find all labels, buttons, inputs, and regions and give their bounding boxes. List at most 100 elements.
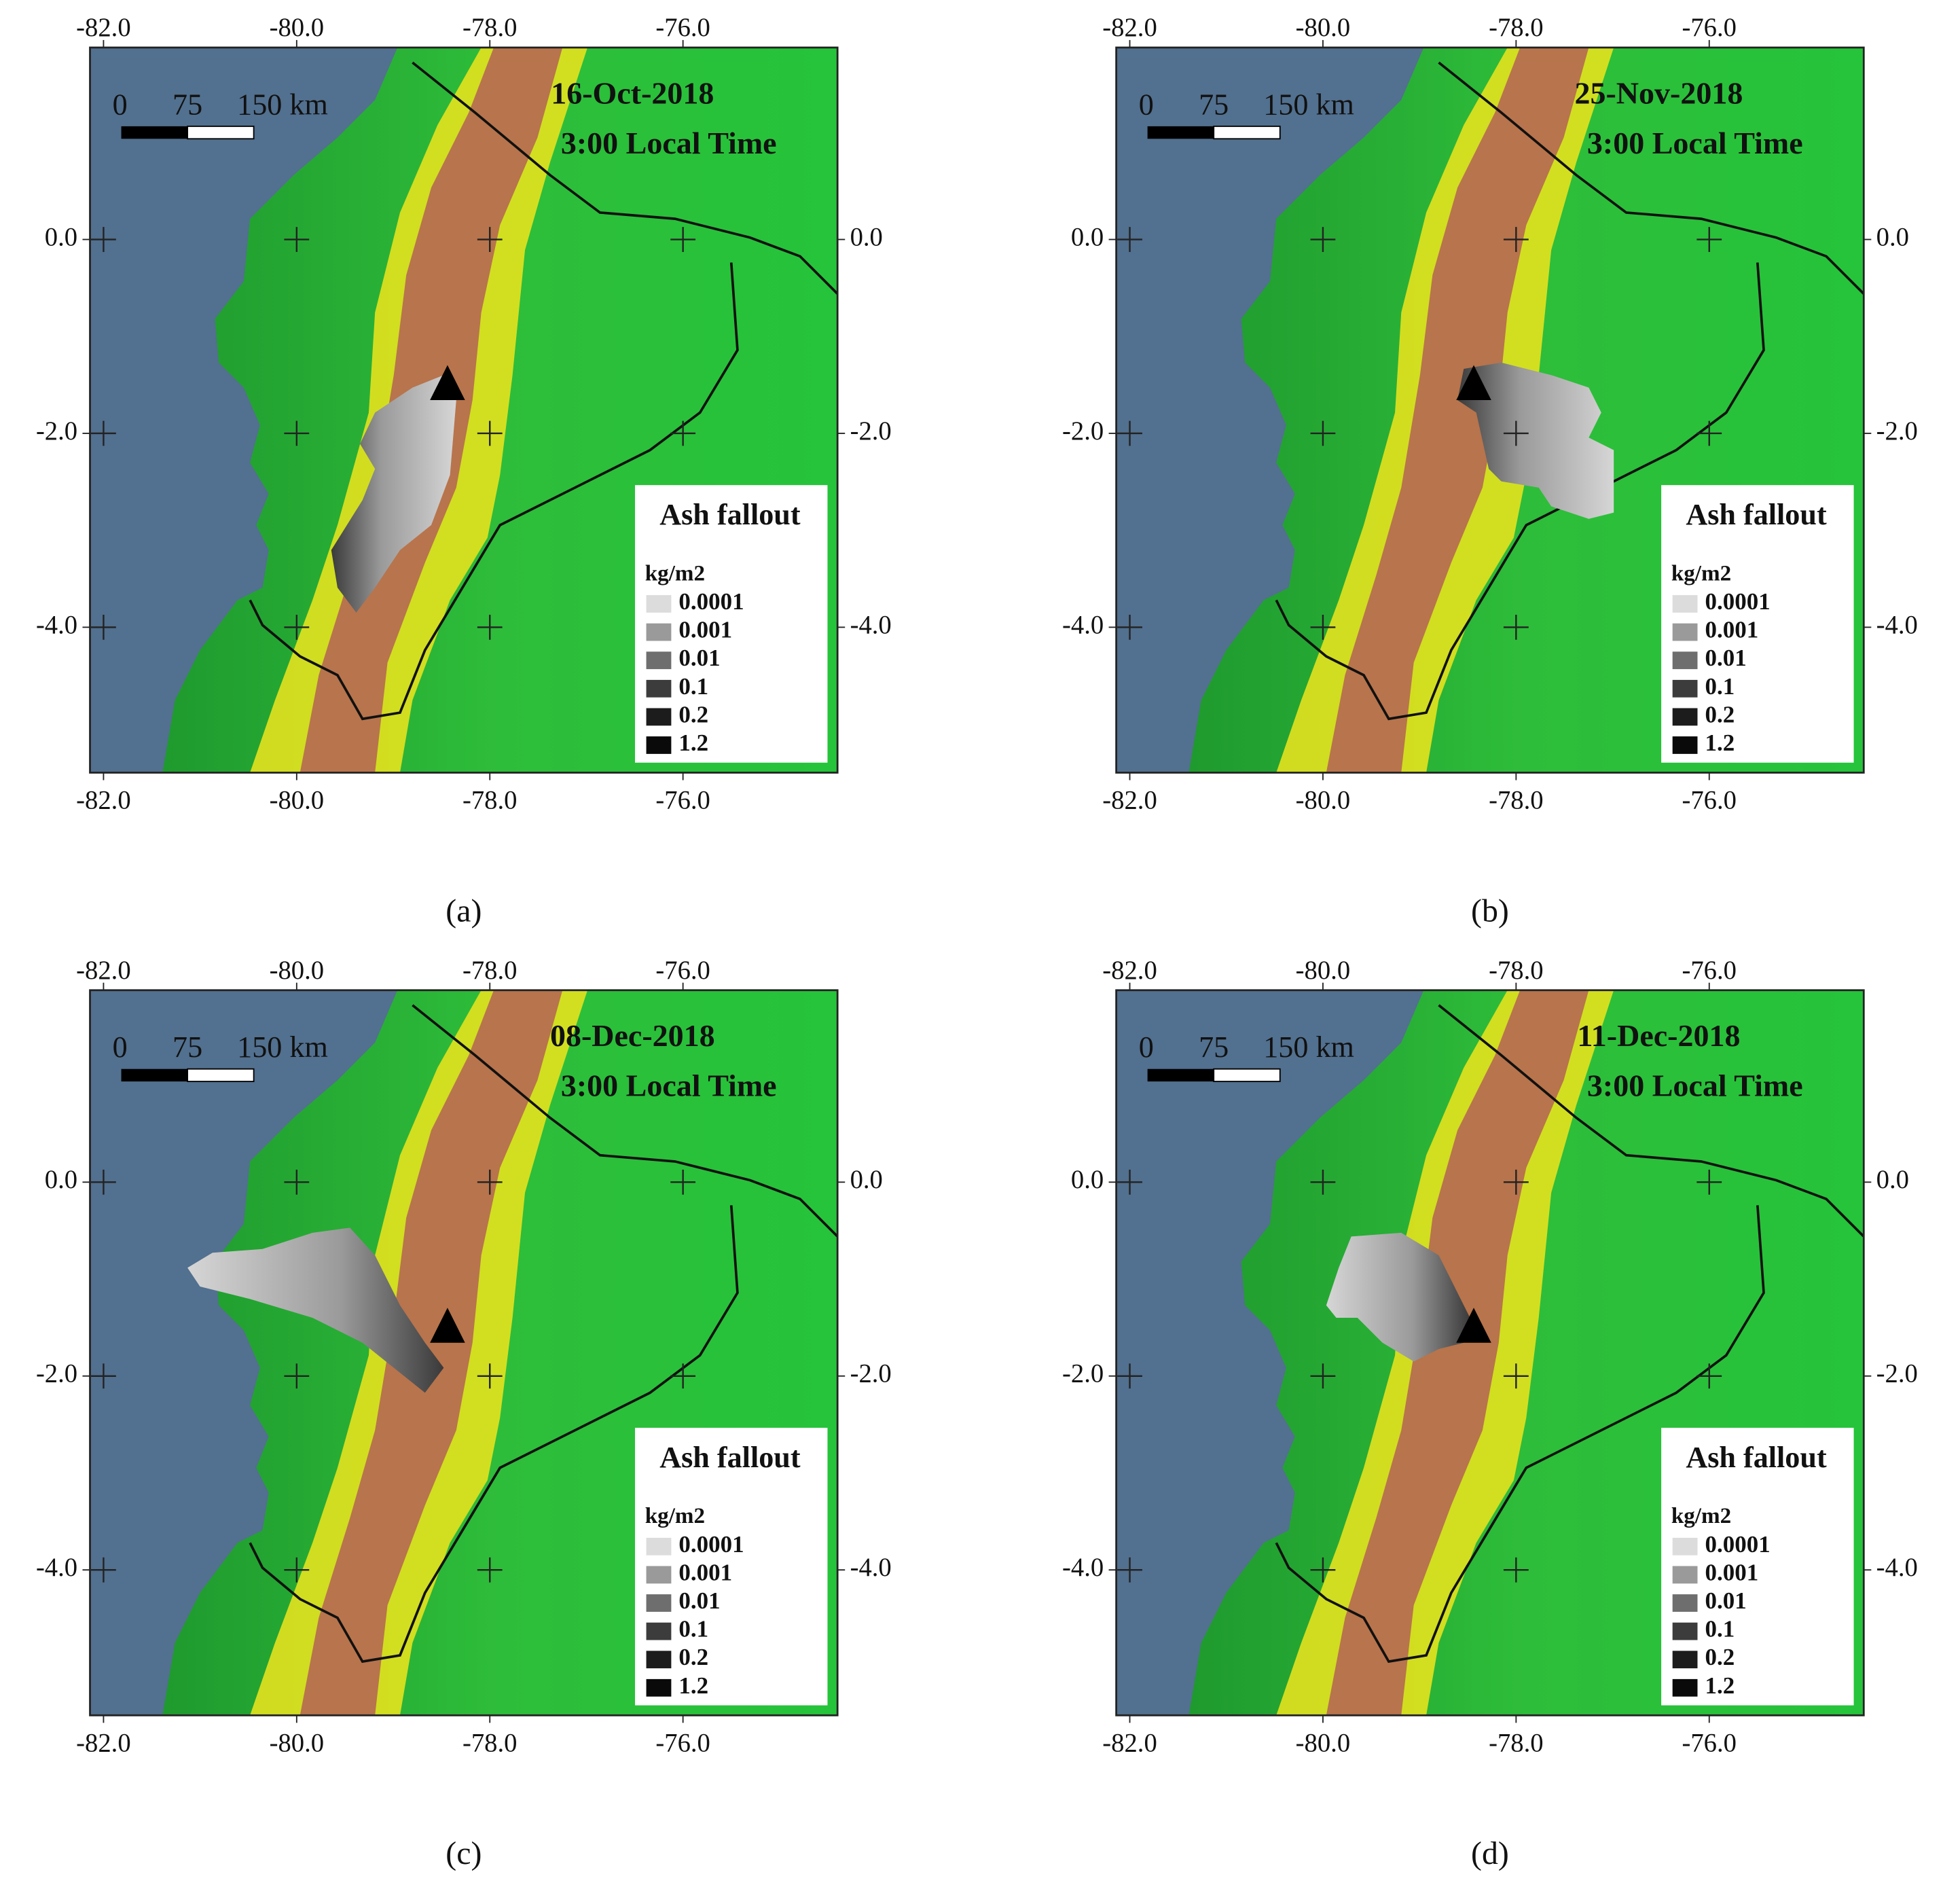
legend-swatch [646,595,672,613]
legend-swatch [646,651,672,670]
y-tick-label: -4.0 [1876,1553,1918,1582]
x-tick-label: -76.0 [1682,787,1737,815]
x-tick-label: -78.0 [462,1729,518,1757]
legend-swatch [1672,1651,1698,1669]
x-tick-label: -82.0 [76,956,131,985]
scale-label: 150 km [237,88,328,121]
border [412,61,839,295]
scale-label: 0 [1139,88,1154,121]
scale-bar-black [121,1068,188,1082]
scale-label: 150 km [237,1030,328,1064]
y-tick-label: -2.0 [1062,1360,1104,1388]
y-tick-label: 0.0 [1071,1166,1104,1194]
y-tick-label: -2.0 [850,1360,892,1388]
ash-plume [1457,362,1614,519]
legend-swatch [1672,679,1698,698]
x-tick-label: -76.0 [655,1729,710,1757]
panel-caption: (b) [1471,893,1509,929]
y-tick-label: 0.0 [850,223,883,251]
x-tick-label: -78.0 [1489,14,1544,42]
legend-swatch [646,736,672,754]
legend-title: Ash fallout [659,1441,801,1474]
scale-label: 0 [113,1030,128,1064]
legend-swatch [646,1651,672,1669]
x-tick-label: -80.0 [1296,14,1350,42]
legend-unit: kg/m2 [1671,1503,1731,1528]
x-tick-label: -82.0 [1102,787,1157,815]
legend-unit: kg/m2 [645,1503,705,1528]
legend-entry: 0.1 [678,673,708,700]
legend-entry: 0.001 [1705,1559,1759,1585]
border [249,262,739,721]
andes [1326,47,1589,773]
legend-swatch [646,1594,672,1612]
scale-label: 150 km [1263,1030,1354,1064]
legend-swatch [1672,1678,1698,1697]
legend-entry: 0.1 [678,1616,708,1642]
legend-entry: 0.01 [678,1587,720,1614]
border [1438,1004,1865,1238]
scale-label: 75 [173,1030,202,1064]
volcano [430,365,465,400]
y-tick-label: 0.0 [1876,223,1909,251]
legend-unit: kg/m2 [1671,560,1731,586]
y-tick-label: 0.0 [850,1166,883,1194]
legend-swatch [646,708,672,726]
y-tick-label: -2.0 [1062,417,1104,446]
andes [1326,990,1589,1716]
time-label: 3:00 Local Time [561,1068,777,1103]
x-tick-label: -80.0 [270,1729,325,1757]
legend-entry: 0.2 [678,701,708,727]
volcano [1456,1308,1491,1343]
map-frame [89,46,839,774]
date-label: 25-Nov-2018 [1574,75,1743,110]
legend-entry: 0.1 [1705,673,1735,700]
y-tick-label: -2.0 [1876,417,1918,446]
legend-title: Ash fallout [1686,498,1827,531]
ash-plume [331,375,456,613]
ash-plume [187,1227,444,1393]
scale-bar-black [1147,1068,1214,1082]
y-tick-label: -4.0 [36,1553,77,1582]
volcano [430,1308,465,1343]
y-tick-label: -4.0 [36,611,77,639]
time-label: 3:00 Local Time [561,126,777,160]
y-tick-label: 0.0 [45,223,77,251]
legend-swatch [646,1678,672,1697]
legend-swatch [1672,1594,1698,1612]
border [1275,262,1765,721]
legend-swatch [1672,708,1698,726]
x-tick-label: -82.0 [1102,1729,1157,1757]
x-tick-label: -80.0 [270,956,325,985]
x-tick-label: -80.0 [1296,956,1350,985]
x-tick-label: -78.0 [462,787,518,815]
y-tick-label: -2.0 [36,417,77,446]
legend-entry: 0.0001 [1705,588,1771,615]
x-tick-label: -82.0 [1102,956,1157,985]
scale-label: 0 [113,88,128,121]
legend-title: Ash fallout [1686,1441,1827,1474]
y-tick-label: 0.0 [1876,1166,1909,1194]
x-tick-label: -80.0 [1296,787,1350,815]
legend-entry: 1.2 [1705,730,1735,756]
x-tick-label: -76.0 [1682,956,1737,985]
legend-swatch [1672,1566,1698,1584]
x-tick-label: -80.0 [1296,1729,1350,1757]
legend-title: Ash fallout [659,498,801,531]
map-panel: -82.0 -82.0 -80.0 -80.0 -78.0 -78.0 -76.0 -76.0… [1062,14,1918,929]
x-tick-label: -80.0 [270,787,325,815]
legend-unit: kg/m2 [645,560,705,586]
scale-label: 0 [1139,1030,1154,1064]
x-tick-label: -82.0 [76,14,131,42]
legend-entry: 0.2 [1705,701,1735,727]
date-label: 16-Oct-2018 [551,75,714,110]
legend-entry: 0.2 [678,1644,708,1670]
legend-entry: 1.2 [1705,1672,1735,1699]
scale-label: 75 [1199,88,1229,121]
y-tick-label: 0.0 [1071,223,1104,251]
legend-entry: 1.2 [678,730,708,756]
scale-bar-white [1213,1068,1281,1083]
panel-caption: (c) [446,1835,482,1871]
legend-swatch [1672,651,1698,670]
